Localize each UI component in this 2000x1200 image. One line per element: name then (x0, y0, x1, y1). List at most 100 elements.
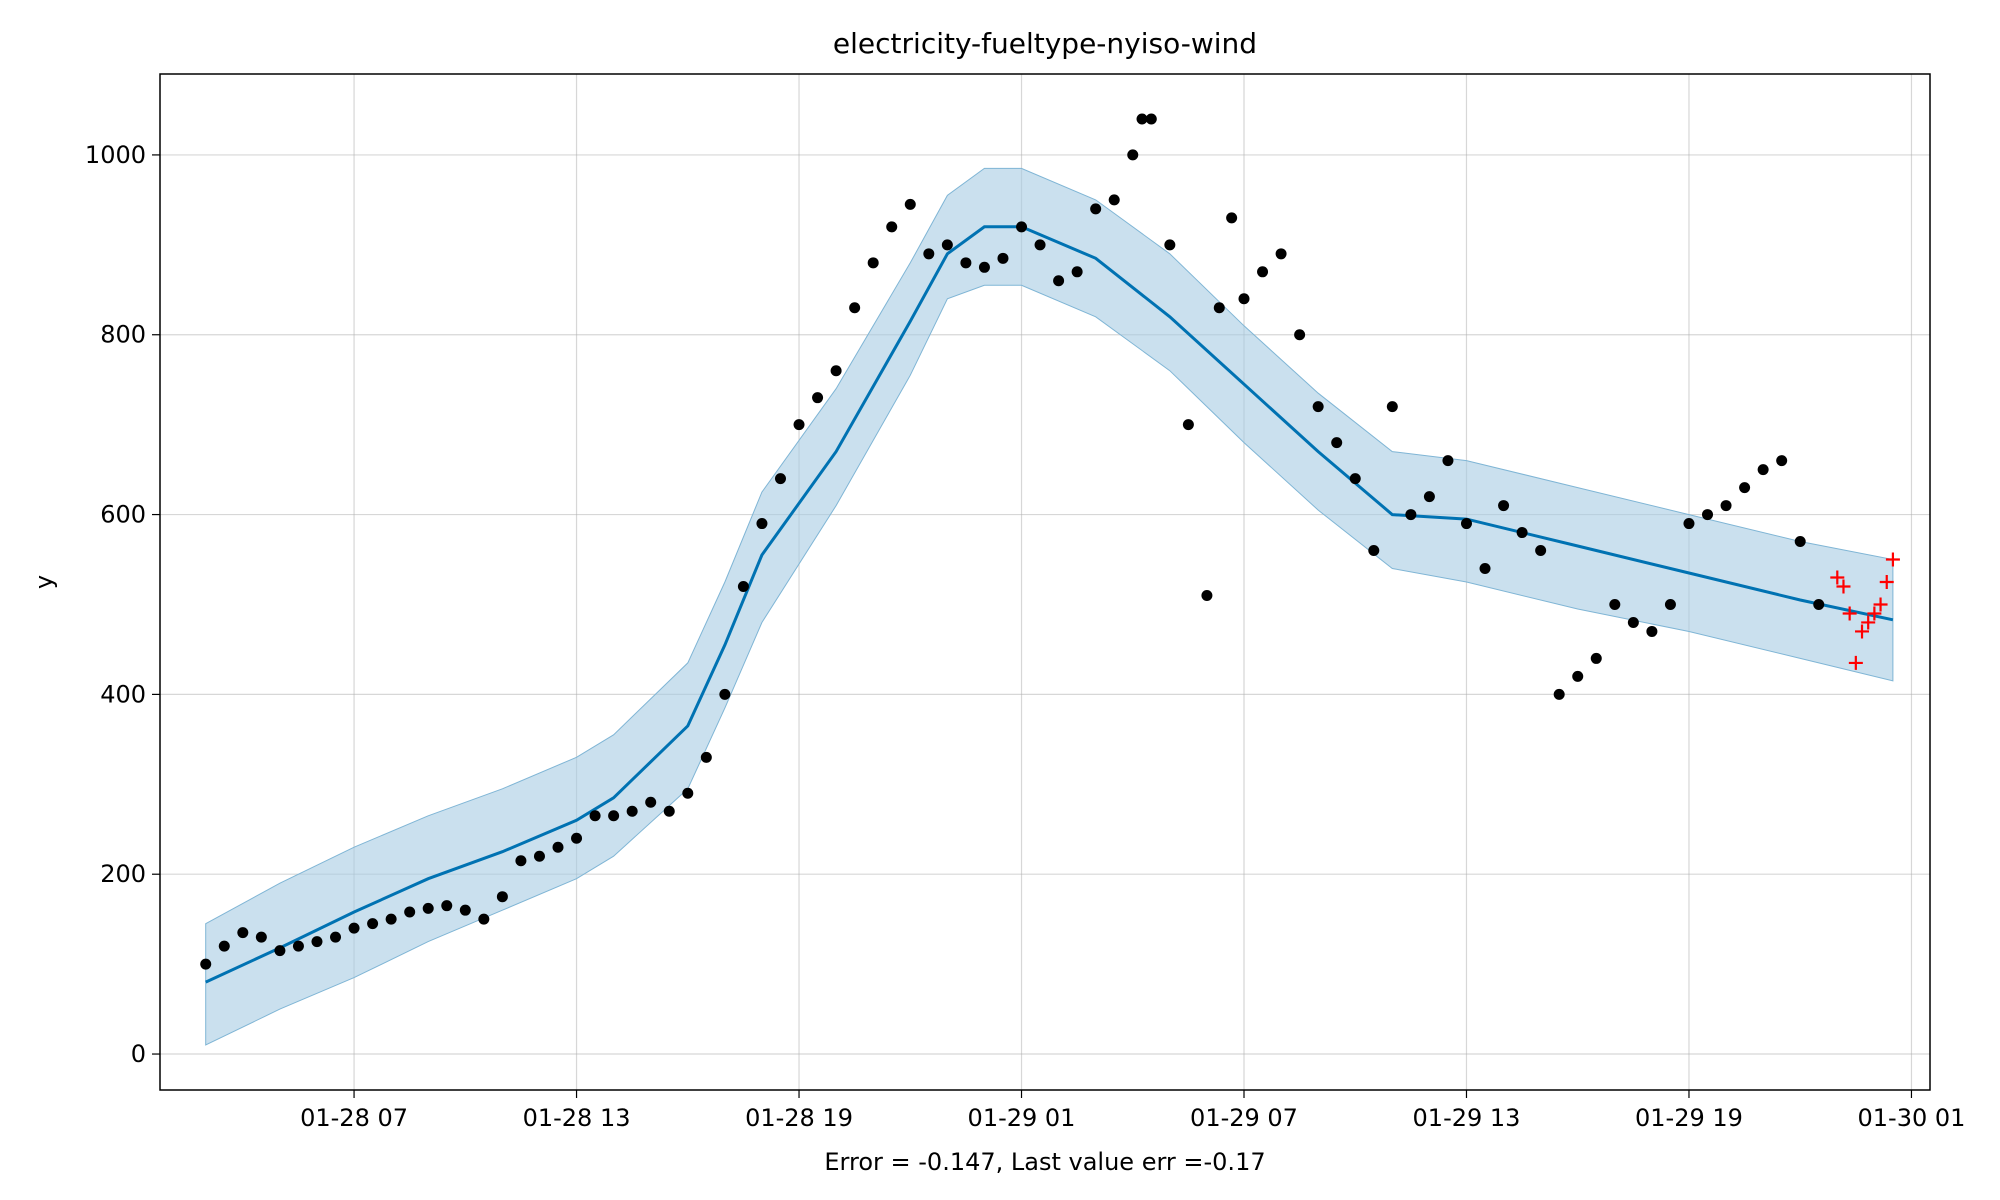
observed-point (311, 936, 322, 947)
observed-point (1498, 500, 1509, 511)
observed-point (960, 257, 971, 268)
observed-point (404, 906, 415, 917)
observed-point (1405, 509, 1416, 520)
observed-point (1535, 545, 1546, 556)
observed-point (1572, 671, 1583, 682)
observed-point (1109, 194, 1120, 205)
observed-point (682, 788, 693, 799)
y-tick-label: 1000 (85, 141, 146, 169)
observed-point (1739, 482, 1750, 493)
observed-point (1090, 203, 1101, 214)
observed-point (1276, 248, 1287, 259)
observed-point (367, 918, 378, 929)
x-tick-label: 01-28 13 (523, 1104, 631, 1132)
observed-point (831, 365, 842, 376)
observed-point (1646, 626, 1657, 637)
observed-point (1313, 401, 1324, 412)
observed-point (997, 253, 1008, 264)
observed-point (923, 248, 934, 259)
observed-point (1776, 455, 1787, 466)
observed-point (1239, 293, 1250, 304)
observed-point (386, 914, 397, 925)
observed-point (1183, 419, 1194, 430)
observed-point (1127, 149, 1138, 160)
observed-point (1072, 266, 1083, 277)
observed-point (627, 806, 638, 817)
observed-point (905, 199, 916, 210)
observed-point (1721, 500, 1732, 511)
observed-point (1214, 302, 1225, 313)
observed-point (349, 923, 360, 934)
y-tick-label: 800 (100, 321, 146, 349)
observed-point (701, 752, 712, 763)
observed-point (849, 302, 860, 313)
observed-point (812, 392, 823, 403)
observed-point (1517, 527, 1528, 538)
observed-point (886, 221, 897, 232)
observed-point (1683, 518, 1694, 529)
observed-point (1350, 473, 1361, 484)
observed-point (794, 419, 805, 430)
observed-point (1201, 590, 1212, 601)
observed-point (1609, 599, 1620, 610)
observed-point (1368, 545, 1379, 556)
y-axis-label: y (30, 575, 58, 589)
observed-point (1461, 518, 1472, 529)
observed-point (868, 257, 879, 268)
observed-point (775, 473, 786, 484)
observed-point (553, 842, 564, 853)
y-tick-label: 0 (131, 1040, 146, 1068)
observed-point (590, 810, 601, 821)
observed-point (608, 810, 619, 821)
observed-point (256, 932, 267, 943)
observed-point (979, 262, 990, 273)
observed-point (1164, 239, 1175, 250)
observed-point (515, 855, 526, 866)
observed-point (1387, 401, 1398, 412)
observed-point (1480, 563, 1491, 574)
y-tick-label: 200 (100, 860, 146, 888)
observed-point (1702, 509, 1713, 520)
chart-title: electricity-fueltype-nyiso-wind (833, 27, 1257, 60)
observed-point (1053, 275, 1064, 286)
observed-point (1035, 239, 1046, 250)
observed-point (1813, 599, 1824, 610)
observed-point (423, 903, 434, 914)
observed-point (664, 806, 675, 817)
y-tick-label: 400 (100, 680, 146, 708)
observed-point (441, 900, 452, 911)
x-tick-label: 01-28 07 (300, 1104, 408, 1132)
observed-point (497, 891, 508, 902)
observed-point (237, 927, 248, 938)
observed-point (1442, 455, 1453, 466)
observed-point (719, 689, 730, 700)
observed-point (219, 941, 230, 952)
observed-point (942, 239, 953, 250)
observed-point (460, 905, 471, 916)
x-tick-label: 01-29 13 (1413, 1104, 1521, 1132)
observed-point (1257, 266, 1268, 277)
x-tick-label: 01-30 01 (1858, 1104, 1966, 1132)
observed-point (1591, 653, 1602, 664)
observed-point (330, 932, 341, 943)
observed-point (534, 851, 545, 862)
observed-point (645, 797, 656, 808)
observed-point (1226, 212, 1237, 223)
observed-point (200, 959, 211, 970)
observed-point (478, 914, 489, 925)
x-tick-label: 01-29 19 (1635, 1104, 1743, 1132)
y-tick-label: 600 (100, 501, 146, 529)
observed-point (1665, 599, 1676, 610)
x-axis-label: Error = -0.147, Last value err =-0.17 (824, 1148, 1265, 1176)
observed-point (293, 941, 304, 952)
observed-point (1795, 536, 1806, 547)
observed-point (1331, 437, 1342, 448)
observed-point (1294, 329, 1305, 340)
observed-point (1016, 221, 1027, 232)
observed-point (1146, 113, 1157, 124)
observed-point (571, 833, 582, 844)
observed-point (1758, 464, 1769, 475)
x-tick-label: 01-29 01 (968, 1104, 1076, 1132)
x-tick-label: 01-28 19 (745, 1104, 853, 1132)
